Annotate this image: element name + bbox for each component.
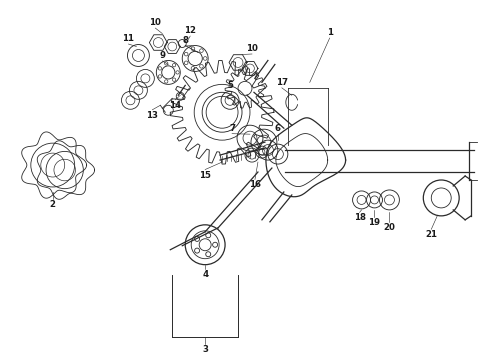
Text: 5: 5 <box>227 81 233 90</box>
Text: 9: 9 <box>159 51 165 60</box>
Text: 7: 7 <box>229 124 235 133</box>
Text: 3: 3 <box>202 345 208 354</box>
Text: 14: 14 <box>169 101 181 110</box>
Text: 12: 12 <box>184 26 196 35</box>
Text: 13: 13 <box>147 111 158 120</box>
Text: 11: 11 <box>122 34 134 43</box>
Text: 8: 8 <box>182 36 188 45</box>
Text: 17: 17 <box>276 78 288 87</box>
Text: 18: 18 <box>354 213 366 222</box>
Text: 6: 6 <box>275 124 281 133</box>
Text: 4: 4 <box>202 270 208 279</box>
Text: 19: 19 <box>368 218 381 227</box>
Text: 1: 1 <box>327 28 333 37</box>
Text: 21: 21 <box>425 230 437 239</box>
Text: 16: 16 <box>249 180 261 189</box>
Text: 2: 2 <box>50 201 56 210</box>
Text: 20: 20 <box>384 223 395 232</box>
Text: 10: 10 <box>246 44 258 53</box>
Text: 15: 15 <box>199 171 211 180</box>
Text: 10: 10 <box>149 18 161 27</box>
